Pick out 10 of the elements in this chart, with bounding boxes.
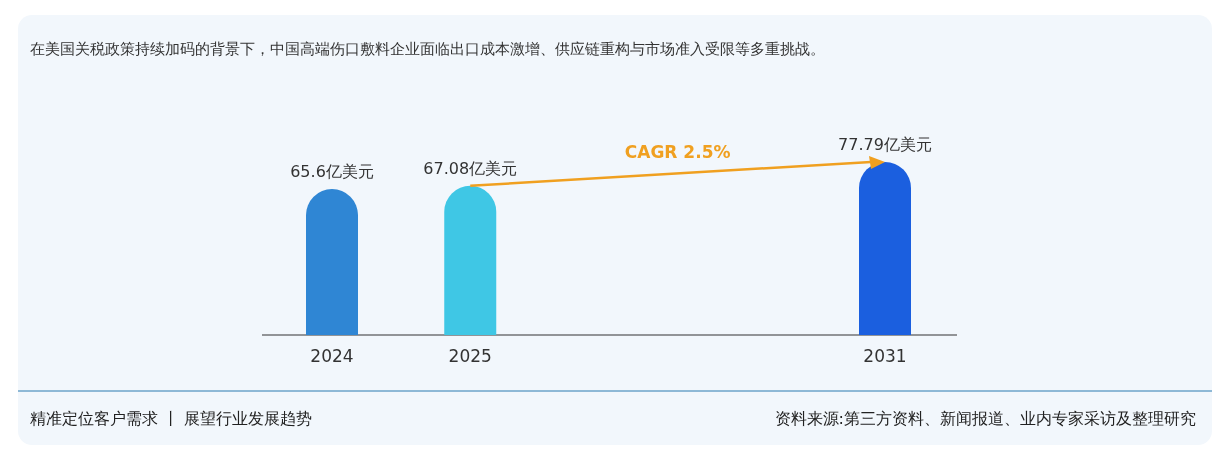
x-tick-label: 2031: [863, 346, 907, 366]
data-label: 65.6亿美元: [290, 162, 374, 182]
text: 精准定位客户需求 丨 展望行业发展趋势: [30, 409, 313, 428]
data-label: 67.08亿美元: [423, 158, 518, 178]
data-label: 77.79亿美元: [838, 135, 932, 154]
x-tick-label: 2025: [448, 346, 492, 366]
text: CAGR 2.5%: [624, 141, 731, 162]
text: 资料来源:第三方资料、新闻报道、业内专家采访及整理研究: [774, 409, 1196, 428]
chart-title: 在美国关税政策持续加码的背景下，中国高端伤口敷料企业面临出口成本激增、供应链重构与市场准入受限等多重挑战。: [30, 40, 825, 58]
x-tick-label: 2024: [310, 346, 354, 366]
